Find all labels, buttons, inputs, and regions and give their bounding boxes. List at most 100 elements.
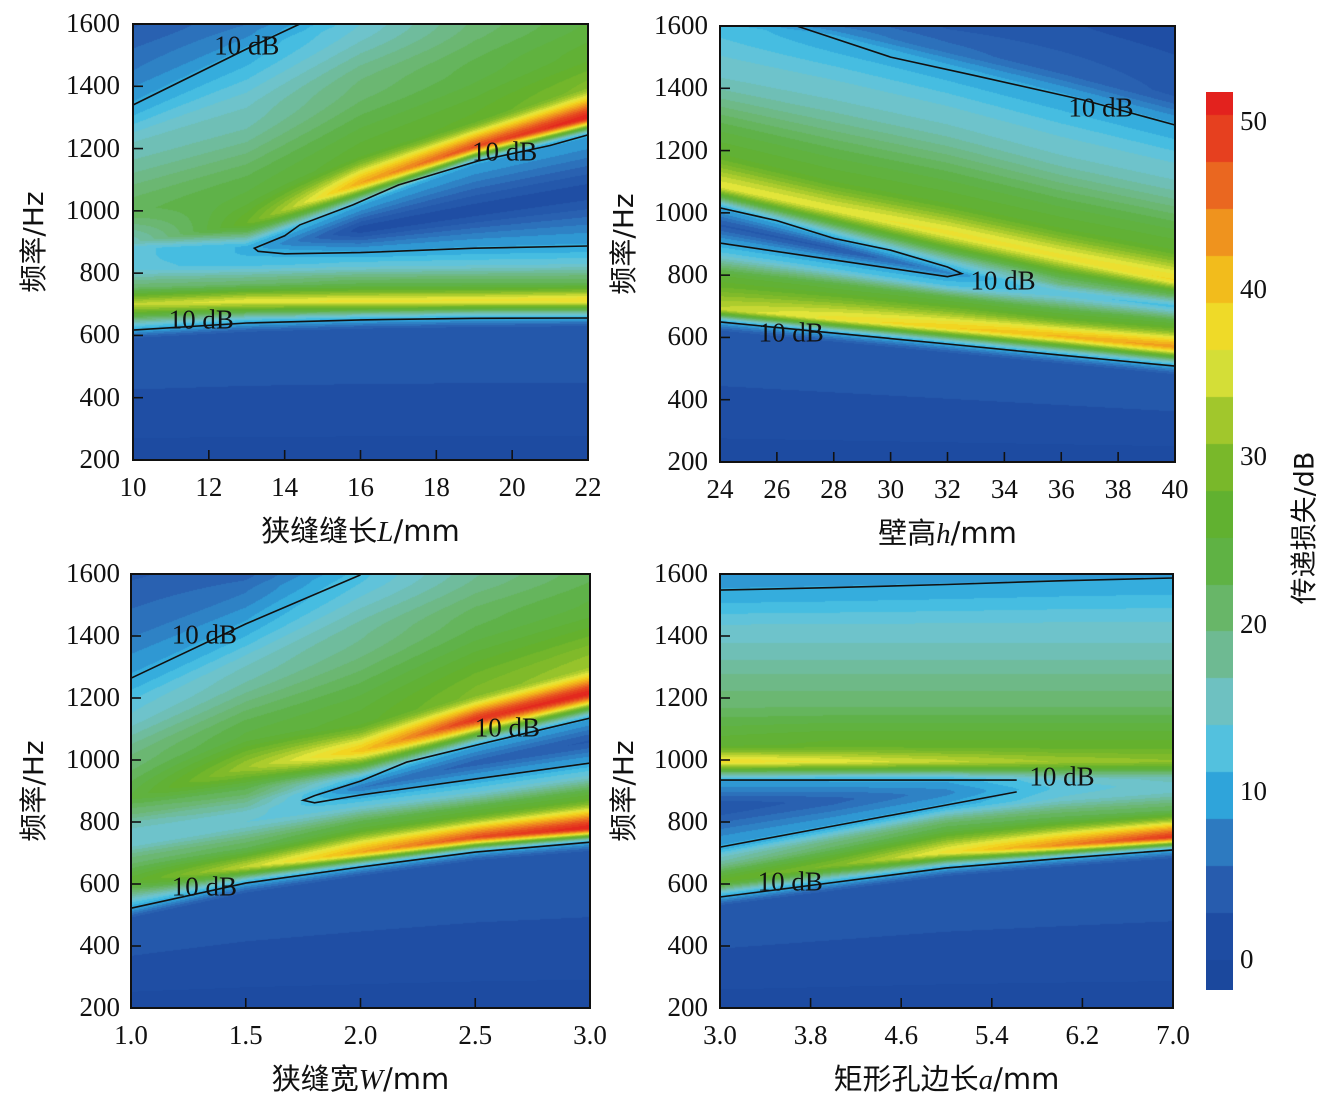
- x-tick-label: 7.0: [1156, 1020, 1190, 1050]
- x-axis-title: 狭缝宽W/mm: [272, 1056, 449, 1098]
- colorbar-tick-label: 40: [1240, 273, 1267, 304]
- y-tick-label: 1000: [654, 744, 708, 774]
- y-tick-label: 600: [667, 321, 709, 352]
- y-tick-label: 1200: [66, 682, 120, 712]
- y-tick-label: 400: [79, 930, 121, 960]
- x-tick-label: 28: [820, 474, 848, 504]
- x-tick-label: 34: [990, 474, 1018, 504]
- y-tick-label: 1000: [66, 744, 120, 774]
- x-tick-label: 2.0: [343, 1020, 378, 1050]
- plot-frame: [719, 573, 1174, 1009]
- heatmap-fill: [131, 574, 590, 1008]
- y-tick-label: 200: [79, 444, 121, 474]
- x-axis-title-var: L: [377, 516, 394, 548]
- y-tick-label: 1600: [66, 8, 120, 38]
- contour-label: 10 dB: [171, 619, 238, 650]
- y-tick-label: 1200: [654, 682, 708, 712]
- y-tick-label: 1600: [654, 10, 708, 40]
- y-tick-label: 1600: [66, 558, 120, 588]
- colorbar-tick-label: 30: [1240, 441, 1267, 472]
- x-axis-title: 壁高h/mm: [878, 510, 1017, 552]
- contour-10db-line: [132, 317, 589, 331]
- x-tick-label: 10: [119, 472, 147, 502]
- x-tick-label: 16: [347, 472, 374, 502]
- x-tick-label: 22: [574, 472, 602, 502]
- plot-frame: [132, 23, 589, 461]
- x-tick-label: 24: [706, 474, 734, 504]
- colorbar: [1206, 92, 1233, 990]
- x-axis-title-suffix: /mm: [993, 1062, 1060, 1096]
- x-axis-title-suffix: /mm: [393, 514, 460, 548]
- x-tick-label: 18: [422, 472, 450, 502]
- y-axis-title: 频率/Hz: [17, 740, 50, 842]
- y-tick-label: 800: [79, 806, 121, 836]
- contour-10db-line: [719, 791, 1017, 848]
- plot-frame: [719, 25, 1176, 463]
- y-tick-label: 400: [667, 383, 709, 414]
- y-tick-label: 1400: [66, 70, 120, 101]
- contour-label: 10 dB: [168, 304, 234, 335]
- x-tick-label: 4.6: [884, 1020, 919, 1050]
- contour-10db-line: [300, 717, 591, 804]
- contour-label: 10 dB: [214, 30, 280, 61]
- x-axis-title-var: W: [358, 1064, 383, 1096]
- y-axis-title: 频率/Hz: [17, 191, 50, 293]
- contour-10db-line: [252, 134, 589, 255]
- x-axis-title-prefix: 壁高: [878, 516, 937, 550]
- contour-10db-line: [719, 577, 1174, 591]
- contour-10db-line: [130, 841, 591, 909]
- y-tick-label: 1200: [66, 132, 120, 163]
- x-tick-label: 40: [1161, 474, 1189, 504]
- y-tick-label: 200: [667, 992, 709, 1022]
- heatmap-fill: [720, 26, 1175, 462]
- heatmap-fill: [720, 574, 1173, 1008]
- y-tick-label: 1000: [654, 196, 708, 227]
- contour-label: 10 dB: [471, 136, 538, 167]
- contour-label: 10 dB: [1068, 92, 1134, 123]
- contour-10db-line: [719, 207, 965, 278]
- y-tick-label: 200: [79, 992, 121, 1022]
- contour-label: 10 dB: [757, 866, 823, 897]
- contour-10db-line: [132, 23, 301, 106]
- contour-label: 10 dB: [171, 871, 238, 902]
- y-tick-label: 1400: [654, 72, 708, 103]
- contour-label: 10 dB: [1029, 761, 1095, 792]
- x-axis-title-var: h: [936, 518, 951, 550]
- x-tick-label: 6.2: [1065, 1020, 1100, 1050]
- x-tick-label: 14: [271, 472, 299, 502]
- x-tick-label: 38: [1104, 474, 1132, 504]
- x-axis-title-suffix: /mm: [382, 1062, 450, 1096]
- x-tick-label: 36: [1047, 474, 1075, 504]
- y-tick-label: 800: [667, 806, 709, 836]
- x-tick-label: 3.8: [793, 1020, 828, 1050]
- y-tick-label: 1400: [66, 620, 120, 650]
- x-axis-title-var: a: [978, 1064, 994, 1096]
- y-tick-label: 600: [79, 868, 121, 898]
- y-tick-label: 200: [667, 446, 709, 476]
- contour-10db-line: [719, 849, 1174, 898]
- x-tick-label: 32: [934, 474, 961, 504]
- x-tick-label: 5.4: [974, 1020, 1009, 1050]
- x-axis-title: 狭缝缝长L/mm: [261, 508, 459, 550]
- contour-10db-line: [719, 321, 1176, 367]
- colorbar-tick-label: 20: [1240, 608, 1267, 639]
- x-tick-label: 3.0: [703, 1020, 737, 1050]
- y-tick-label: 600: [667, 868, 709, 898]
- x-tick-label: 30: [877, 474, 905, 504]
- y-tick-label: 400: [667, 930, 709, 960]
- y-axis-title: 频率/Hz: [607, 740, 640, 842]
- colorbar-title: 传递损失/dB: [1289, 451, 1321, 605]
- x-tick-label: 12: [195, 472, 223, 502]
- contour-label: 10 dB: [474, 712, 541, 743]
- x-tick-label: 1.5: [228, 1020, 263, 1050]
- y-tick-label: 800: [667, 259, 709, 290]
- contour-10db-line: [796, 25, 1176, 126]
- x-tick-label: 3.0: [573, 1020, 607, 1050]
- colorbar-tick-label: 0: [1240, 943, 1254, 974]
- y-tick-label: 1000: [66, 194, 120, 225]
- y-tick-label: 1600: [654, 558, 708, 588]
- colorbar-tick-label: 10: [1240, 776, 1267, 807]
- x-tick-label: 2.5: [458, 1020, 493, 1050]
- contour-label: 10 dB: [758, 317, 824, 348]
